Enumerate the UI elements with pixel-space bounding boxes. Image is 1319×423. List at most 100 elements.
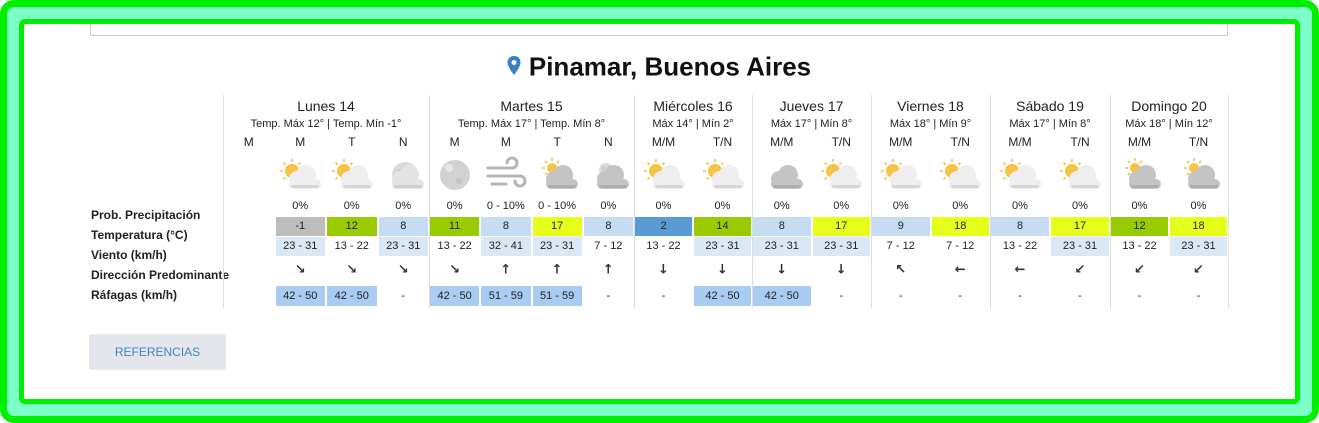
precip-value: 0 - 10% (538, 200, 577, 212)
row-label: Ráfagas (km/h) (91, 288, 178, 302)
wind-cell: 7 - 12 (886, 240, 915, 252)
wind-cell: 23 - 31 (753, 237, 811, 256)
wind-cell: 23 - 31 (532, 237, 582, 256)
temp-cell: 8 (753, 217, 811, 236)
precip-value: 0% (292, 200, 309, 212)
day-temp-range: Máx 18° | Mín 12° (1125, 118, 1213, 130)
column-divider (429, 95, 430, 308)
gust-cell: - (839, 290, 844, 302)
wind-cell: 32 - 41 (481, 237, 531, 256)
precip-value: 0% (446, 200, 463, 212)
column-divider (871, 95, 872, 308)
temp-cell: 9 (872, 217, 930, 236)
wind-cell: 23 - 31 (275, 237, 325, 256)
weather-icon (760, 155, 804, 193)
day-temp-range: Máx 17° | Mín 8° (1009, 118, 1091, 130)
column-divider (990, 95, 991, 308)
temp-cell: -1 (275, 217, 325, 236)
wind-direction: ↓ (835, 262, 847, 278)
wind-cell: 7 - 12 (594, 240, 623, 252)
gust-cell: - (1137, 290, 1142, 302)
day-name: Viernes 18 (897, 98, 964, 114)
temp-cell: 2 (635, 217, 692, 236)
column-divider (634, 95, 635, 308)
period-label: T (348, 135, 356, 149)
wind-direction: ↓ (717, 262, 728, 278)
precip-value: 0% (833, 200, 850, 212)
weather-icon (433, 155, 477, 193)
temp-cell: 17 (1051, 217, 1109, 236)
weather-icon (819, 155, 863, 193)
wind-cell: 23 - 31 (1051, 237, 1109, 256)
precip-value: 0% (952, 200, 969, 212)
day-name: Sábado 19 (1016, 98, 1084, 114)
search-box-edge (90, 24, 1228, 36)
wind-direction: ↑ (500, 262, 512, 278)
period-label: T/N (1070, 135, 1090, 149)
period-label: T (553, 135, 561, 149)
period-label: M (243, 135, 254, 149)
day-name: Jueves 17 (779, 98, 844, 114)
weather-icon (642, 155, 686, 193)
weather-icon (586, 155, 630, 193)
wind-cell: 13 - 22 (334, 240, 369, 252)
temp-cell: 8 (378, 217, 428, 236)
wind-cell: 7 - 12 (946, 240, 975, 252)
gust-cell: 42 - 50 (275, 286, 325, 306)
gust-cell: - (1018, 290, 1022, 302)
precip-value: 0% (1190, 200, 1207, 212)
precip-value: 0 - 10% (486, 200, 525, 212)
temp-cell: 8 (991, 217, 1049, 236)
day-temp-range: Máx 14° | Mín 2° (652, 118, 734, 130)
temp-cell: 12 (327, 217, 377, 236)
wind-cell: 23 - 31 (812, 237, 870, 256)
wind-direction: ← (954, 262, 966, 278)
gust-cell: - (1078, 290, 1082, 302)
precip-value: 0% (655, 200, 672, 212)
weather-icon (998, 155, 1042, 193)
period-label: T/N (1188, 135, 1209, 149)
day-temp-range: Máx 17° | Mín 8° (770, 118, 853, 130)
period-label: M/M (889, 135, 913, 149)
day-temp-range: Temp. Máx 17° | Temp. Mín 8° (457, 118, 606, 130)
location-pin (507, 56, 521, 75)
gust-cell: - (606, 290, 611, 302)
period-label: M/M (770, 135, 794, 149)
temp-cell: 12 (1111, 217, 1168, 236)
row-label: Prob. Precipitación (91, 208, 201, 222)
wind-direction: ↑ (602, 262, 614, 278)
wind-direction: ↘ (449, 262, 461, 278)
gust-cell: - (661, 290, 666, 302)
references-button[interactable]: REFERENCIAS (89, 334, 226, 370)
temp-cell: 17 (812, 217, 870, 236)
weather-icon (381, 155, 425, 193)
wind-direction: ↘ (294, 262, 306, 278)
column-divider (223, 95, 224, 308)
wind-direction: ↘ (397, 262, 409, 278)
wind-cell: 23 - 31 (378, 237, 428, 256)
day-temp-range: Máx 18° | Mín 9° (889, 118, 972, 130)
precip-value: 0% (1012, 200, 1028, 212)
gust-cell: - (401, 290, 406, 302)
wind-cell: 23 - 31 (694, 237, 751, 256)
wind-direction: ← (1014, 262, 1026, 278)
temp-cell: 18 (931, 217, 989, 236)
period-label: T/N (950, 135, 970, 149)
weather-icon (938, 155, 982, 193)
gust-cell: - (958, 290, 963, 302)
wind-direction: ↖ (895, 262, 907, 278)
weather-icon (484, 155, 528, 193)
row-label: Viento (km/h) (91, 248, 167, 262)
day-name: Miércoles 16 (653, 98, 733, 114)
period-label: M/M (1127, 135, 1152, 149)
wind-cell: 13 - 22 (1122, 240, 1157, 252)
period-label: M (449, 135, 460, 149)
gust-cell: 42 - 50 (327, 286, 377, 306)
period-label: T/N (712, 135, 733, 149)
day-name: Lunes 14 (297, 98, 355, 114)
location-title: Pinamar, Buenos Aires (528, 51, 812, 82)
wind-cell: 23 - 31 (1170, 237, 1227, 256)
weather-icon (1058, 155, 1102, 193)
weather-icon (535, 155, 579, 193)
weather-icon (278, 155, 322, 193)
